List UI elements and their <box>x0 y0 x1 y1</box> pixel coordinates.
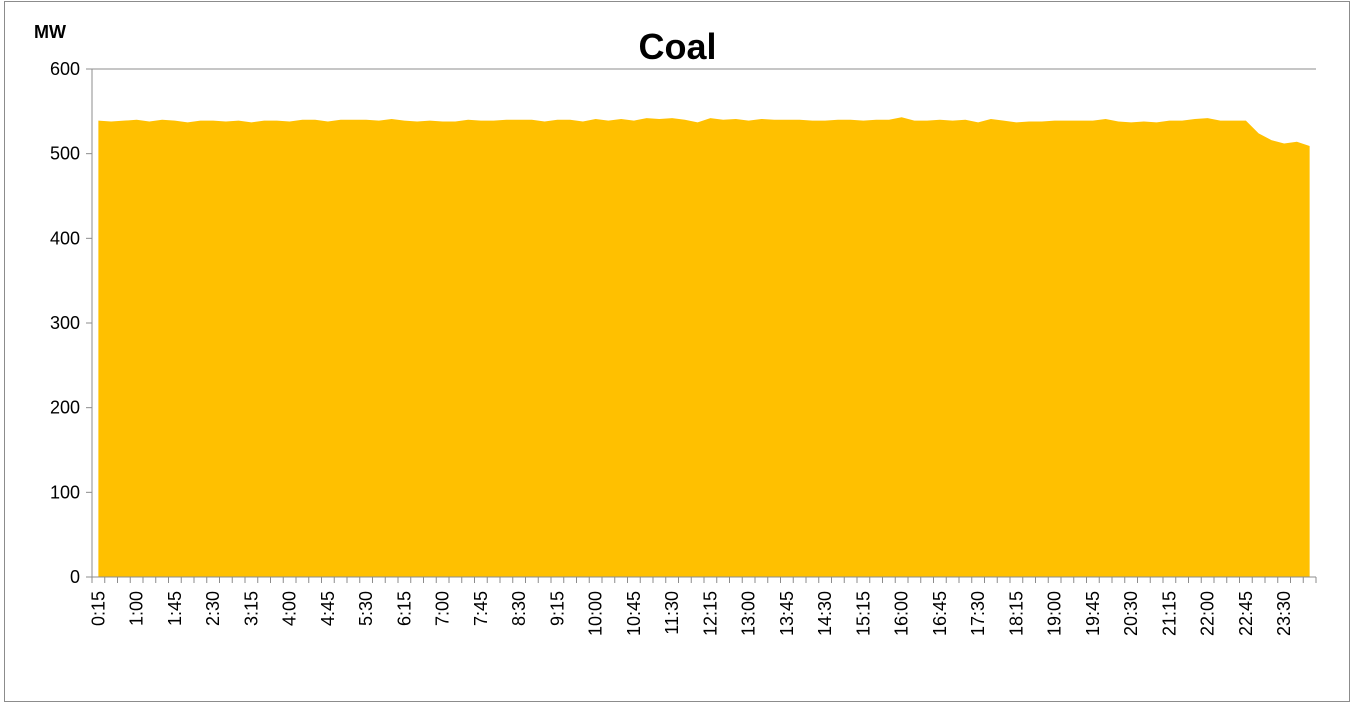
x-tick-label: 6:15 <box>394 591 414 626</box>
x-tick-label: 10:45 <box>624 591 644 636</box>
chart-title: Coal <box>638 26 717 67</box>
x-tick-label: 22:00 <box>1198 591 1218 636</box>
y-tick-label: 300 <box>50 313 80 333</box>
x-tick-label: 10:00 <box>586 591 606 636</box>
x-tick-label: 19:00 <box>1045 591 1065 636</box>
y-axis-unit-label: MW <box>34 22 66 42</box>
x-tick-label: 8:30 <box>509 591 529 626</box>
area-series-0 <box>98 117 1310 577</box>
x-tick-label: 18:15 <box>1006 591 1026 636</box>
x-tick-label: 14:30 <box>815 591 835 636</box>
x-tick-label: 9:15 <box>547 591 567 626</box>
y-tick-label: 600 <box>50 59 80 79</box>
x-tick-label: 15:15 <box>853 591 873 636</box>
x-tick-label: 7:45 <box>471 591 491 626</box>
x-tick-label: 13:00 <box>739 591 759 636</box>
y-tick-label: 400 <box>50 228 80 248</box>
y-tick-label: 200 <box>50 398 80 418</box>
x-tick-label: 19:45 <box>1083 591 1103 636</box>
x-tick-label: 20:30 <box>1121 591 1141 636</box>
x-tick-label: 22:45 <box>1236 591 1256 636</box>
x-tick-label: 16:45 <box>930 591 950 636</box>
x-tick-label: 3:15 <box>241 591 261 626</box>
x-tick-label: 13:45 <box>777 591 797 636</box>
x-tick-label: 1:00 <box>127 591 147 626</box>
x-tick-label: 11:30 <box>662 591 682 635</box>
x-tick-label: 5:30 <box>356 591 376 626</box>
x-tick-label: 4:45 <box>318 591 338 626</box>
x-tick-label: 16:00 <box>892 591 912 636</box>
x-tick-label: 1:45 <box>165 591 185 626</box>
x-tick-label: 4:00 <box>280 591 300 626</box>
x-tick-label: 23:30 <box>1274 591 1294 636</box>
x-tick-label: 2:30 <box>203 591 223 626</box>
x-tick-label: 21:15 <box>1159 591 1179 636</box>
y-tick-label: 100 <box>50 482 80 502</box>
x-tick-label: 0:15 <box>88 591 108 626</box>
x-tick-label: 12:15 <box>700 591 720 636</box>
y-tick-label: 0 <box>70 567 80 587</box>
x-tick-label: 17:30 <box>968 591 988 636</box>
y-tick-label: 500 <box>50 144 80 164</box>
x-tick-label: 7:00 <box>433 591 453 626</box>
